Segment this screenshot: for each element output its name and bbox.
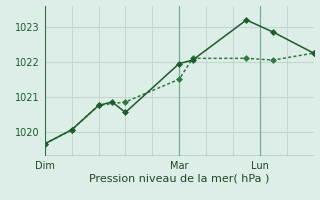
X-axis label: Pression niveau de la mer( hPa ): Pression niveau de la mer( hPa ) bbox=[89, 174, 269, 184]
